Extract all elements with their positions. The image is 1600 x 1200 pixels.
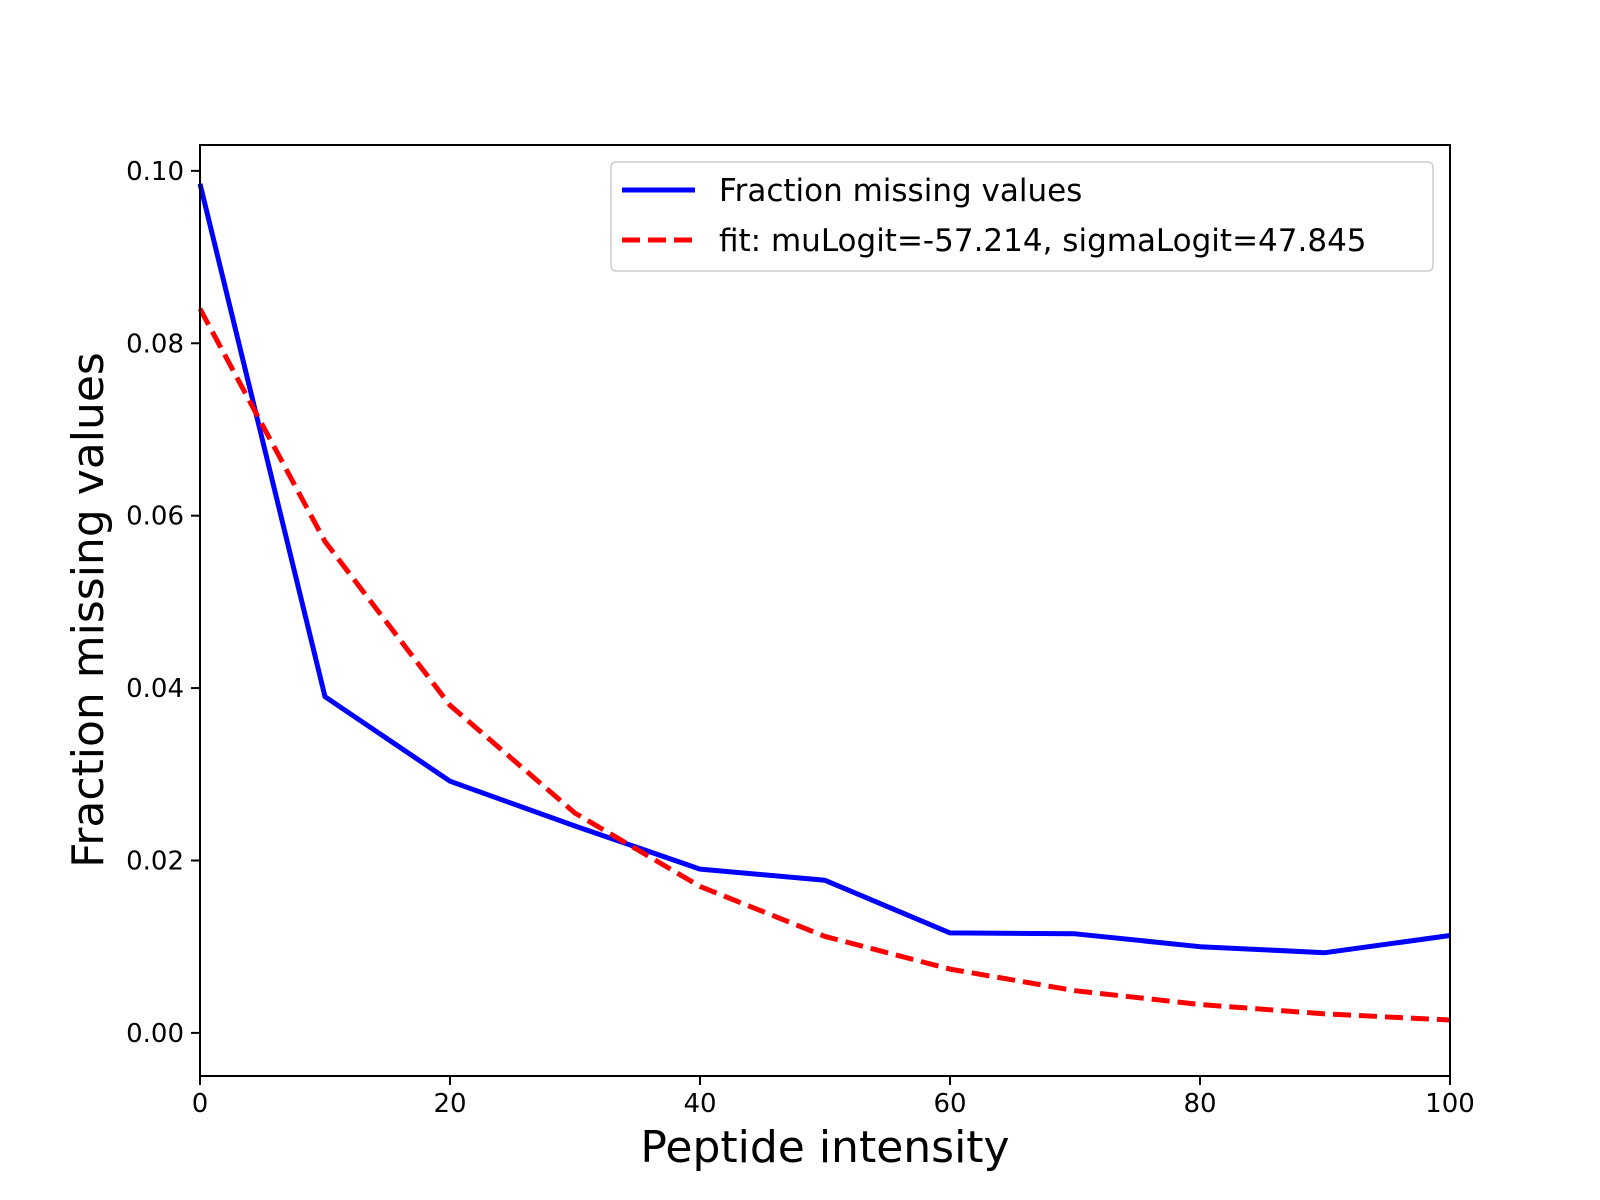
y-tick-label: 0.08: [126, 329, 184, 359]
y-axis-label: Fraction missing values: [63, 352, 114, 868]
legend-label-fraction-missing: Fraction missing values: [719, 173, 1082, 209]
series-line-fit: [197, 307, 1451, 1023]
plot-frame: [199, 144, 1451, 1077]
x-tick-label: 80: [1183, 1089, 1216, 1119]
y-tick-label: 0.10: [126, 157, 184, 187]
x-axis-ticks: 0 20 40 60 80 100: [192, 1076, 1475, 1119]
x-tick-label: 100: [1425, 1089, 1475, 1119]
legend-label-fit: fit: muLogit=-57.214, sigmaLogit=47.845: [719, 223, 1367, 259]
legend: Fraction missing values fit: muLogit=-57…: [610, 161, 1434, 272]
y-axis-ticks: 0.00 0.02 0.04 0.06 0.08 0.10: [126, 157, 200, 1049]
y-tick-label: 0.06: [126, 502, 184, 532]
x-axis-label: Peptide intensity: [640, 1122, 1009, 1173]
legend-box: [610, 161, 1434, 272]
x-tick-label: 40: [683, 1089, 716, 1119]
y-tick-label: 0.00: [126, 1019, 184, 1049]
x-tick-label: 0: [192, 1089, 209, 1119]
x-tick-label: 60: [933, 1089, 966, 1119]
plot-lines: [197, 183, 1451, 1023]
x-tick-label: 20: [433, 1089, 466, 1119]
y-tick-label: 0.02: [126, 846, 184, 876]
series-line-fraction-missing: [197, 183, 1451, 956]
y-tick-label: 0.04: [126, 674, 184, 704]
